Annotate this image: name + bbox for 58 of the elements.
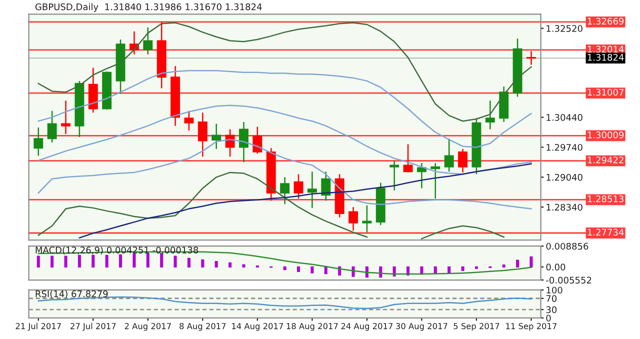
candlestick (321, 170, 331, 202)
y-tick-label: 1.29040 (546, 174, 582, 181)
y-tick-label: 70 (546, 295, 557, 302)
y-tick-label: 0.00 (546, 264, 566, 271)
x-tick-label: 11 Sep 2017 (506, 322, 556, 331)
ref-line-label: 1.27734 (588, 228, 624, 236)
chart-title: RSI(14) 67.8279 (36, 290, 108, 298)
x-tick-label: 2 Aug 2017 (124, 322, 171, 331)
candlestick (390, 160, 400, 192)
y-tick-label: 1.29740 (546, 144, 582, 151)
x-tick-label: 5 Sep 2017 (454, 322, 500, 331)
y-tick-label: 1.28340 (546, 204, 582, 211)
candlestick (458, 148, 468, 174)
candlestick (362, 204, 372, 233)
candlestick (294, 174, 304, 200)
line-series (38, 22, 532, 122)
ref-line-label: 1.32669 (588, 18, 624, 25)
x-tick-label: 18 Aug 2017 (286, 322, 338, 331)
line-series (38, 104, 532, 175)
ref-line-label: 1.28513 (588, 195, 624, 202)
y-tick-label: 0 (546, 314, 551, 322)
line-series (38, 70, 532, 148)
y-tick-label: 100 (546, 286, 562, 294)
candlestick (280, 176, 290, 205)
ref-line-label: 1.32014 (588, 46, 624, 53)
ref-line-label: 1.31824 (588, 54, 624, 61)
candlestick (403, 144, 413, 174)
candlestick (198, 112, 208, 158)
candlestick (143, 26, 153, 56)
candlestick (252, 126, 262, 154)
y-tick-label: 0.008856 (546, 242, 588, 250)
y-tick-label: 30 (546, 306, 557, 314)
y-tick-label: -0.005552 (546, 276, 592, 284)
x-tick-label: 30 Aug 2017 (396, 322, 448, 331)
candlestick (348, 206, 358, 232)
y-tick-label: 1.32520 (546, 25, 582, 32)
x-tick-label: 8 Aug 2017 (180, 322, 226, 331)
y-tick-label: 1.30440 (546, 114, 582, 121)
x-tick-label: 27 Jul 2017 (70, 322, 116, 331)
candlestick (526, 50, 536, 66)
x-tick-label: 14 Aug 2017 (232, 322, 283, 331)
candlestick (239, 121, 248, 163)
ref-line-label: 1.30009 (588, 132, 624, 138)
candlestick (212, 123, 222, 150)
candlestick (61, 100, 70, 135)
candlestick (485, 100, 495, 130)
ref-line-label: 1.29422 (588, 156, 624, 164)
ref-line-label: 1.31007 (588, 88, 624, 96)
candlestick (184, 110, 194, 132)
x-tick-label: 24 Aug 2017 (341, 322, 392, 331)
line-series (78, 163, 532, 238)
candlestick (430, 162, 440, 200)
candlestick (34, 126, 44, 156)
candlestick (444, 138, 454, 172)
x-tick-label: 21 Jul 2017 (16, 322, 61, 331)
candlestick (47, 110, 57, 144)
candlestick (307, 170, 317, 209)
chart-title: GBPUSD,Daily 1.31840 1.31986 1.31670 1.31824 (35, 3, 262, 12)
